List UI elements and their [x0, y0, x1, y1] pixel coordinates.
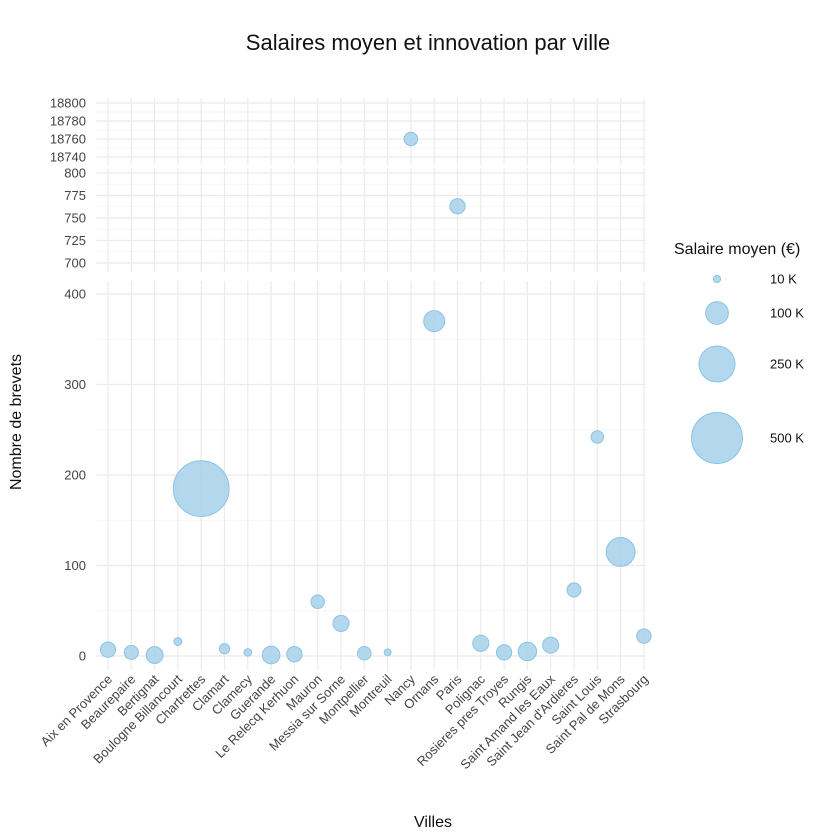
y-tick-label: 800	[64, 166, 86, 181]
y-tick-label: 18800	[50, 96, 86, 111]
y-tick-label: 200	[64, 468, 86, 483]
data-point	[636, 628, 652, 644]
data-point	[605, 537, 636, 567]
y-tick-label: 750	[64, 211, 86, 226]
grid-layer	[96, 98, 646, 670]
data-point	[590, 430, 605, 444]
x-tick-labels: Aix en ProvenceBeaurepaireBertignatBoulo…	[38, 671, 651, 772]
y-tick-labels: 18740 18760 18780 18800 700 725 750 775 800 0 100 2…	[50, 96, 86, 664]
data-point	[383, 648, 392, 657]
legend-label: 10 K	[770, 272, 797, 287]
data-point	[261, 645, 281, 665]
y-tick-label: 700	[64, 256, 86, 271]
data-point	[218, 643, 231, 655]
data-point	[173, 637, 183, 646]
y-tick-label: 18760	[50, 132, 86, 147]
data-points	[99, 131, 652, 665]
legend-label: 100 K	[770, 306, 804, 321]
data-point	[423, 310, 446, 333]
x-axis-title: Villes	[414, 814, 452, 831]
y-tick-label: 18780	[50, 114, 86, 129]
legend-key	[691, 412, 743, 464]
y-tick-label: 300	[64, 377, 86, 392]
legend-label: 500 K	[770, 431, 804, 446]
data-point	[357, 646, 372, 661]
y-tick-label: 400	[64, 287, 86, 302]
y-tick-label: 725	[64, 233, 86, 248]
data-point	[517, 641, 538, 662]
y-tick-label: 0	[79, 649, 86, 664]
data-point	[566, 582, 582, 598]
data-point	[286, 646, 303, 663]
y-tick-label: 775	[64, 188, 86, 203]
data-point	[243, 648, 253, 657]
data-point	[310, 594, 325, 609]
y-tick-label: 100	[64, 558, 86, 573]
y-axis-title: Nombre de brevets	[8, 354, 25, 490]
legend-label: 250 K	[770, 357, 804, 372]
chart-title: Salaires moyen et innovation par ville	[246, 30, 610, 55]
data-point	[172, 460, 230, 517]
data-point	[449, 198, 466, 215]
legend-title: Salaire moyen (€)	[674, 241, 800, 258]
legend-key	[705, 301, 729, 325]
legend-items: 10 K 100 K 250 K 500 K	[691, 272, 804, 464]
legend-key	[712, 274, 722, 284]
data-point	[332, 614, 350, 632]
data-point	[123, 644, 139, 660]
y-tick-label: 18740	[50, 150, 86, 165]
data-point	[403, 131, 419, 147]
data-point	[472, 634, 490, 652]
data-point	[542, 636, 560, 654]
data-point	[145, 646, 164, 665]
legend-key	[698, 345, 736, 383]
data-point	[99, 641, 117, 658]
data-point	[495, 644, 513, 661]
size-legend: Salaire moyen (€) 10 K 100 K 250 K 500 K	[674, 241, 804, 464]
